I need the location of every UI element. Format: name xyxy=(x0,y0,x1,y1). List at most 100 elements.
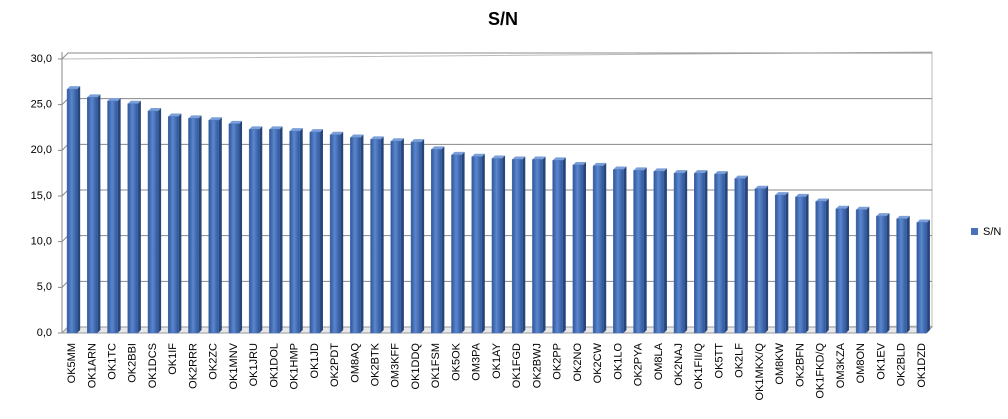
x-tick-label: OK1TC xyxy=(106,343,118,380)
bar-side xyxy=(704,170,708,333)
bar-side xyxy=(805,193,809,333)
bar-top xyxy=(188,115,202,119)
legend-swatch xyxy=(971,228,978,235)
bar-side xyxy=(218,117,222,334)
bar xyxy=(633,170,644,334)
x-tick-label: OM8LA xyxy=(653,342,665,380)
bar-top xyxy=(289,128,303,132)
bar xyxy=(87,97,98,334)
y-tick-label: 5,0 xyxy=(37,281,52,293)
bar xyxy=(795,196,806,334)
x-tick-label: OK2LF xyxy=(734,343,746,378)
bar-side xyxy=(198,115,202,333)
bar-top xyxy=(552,157,566,161)
x-tick-label: OK1MKX/Q xyxy=(754,343,766,401)
bar-top xyxy=(856,206,870,210)
bar-top xyxy=(593,162,607,166)
bar-side xyxy=(623,166,627,333)
bar xyxy=(370,139,381,334)
bar-side xyxy=(421,139,425,333)
bar-top xyxy=(734,175,748,179)
x-tick-label: OK2ZC xyxy=(208,343,220,380)
bar xyxy=(66,88,78,334)
bar-top xyxy=(208,117,222,121)
bar-top xyxy=(775,192,789,196)
x-tick-label: OK1AY xyxy=(491,342,503,379)
x-tick-label: OK5MM xyxy=(66,343,78,383)
bar xyxy=(734,178,746,334)
x-tick-label: OK1FGD xyxy=(511,343,523,388)
y-tick-label: 25,0 xyxy=(31,99,52,111)
bar-top xyxy=(532,156,546,160)
bar-top xyxy=(795,193,809,197)
bar-side xyxy=(906,215,910,333)
bar xyxy=(653,171,665,334)
bar xyxy=(673,172,685,334)
bar-side xyxy=(846,205,850,333)
bar-side xyxy=(582,161,586,333)
x-tick-label: OM8AQ xyxy=(349,343,361,383)
y-tick-label: 0,0 xyxy=(37,327,52,339)
bar-top xyxy=(127,100,141,104)
bar xyxy=(896,218,907,334)
bar xyxy=(248,129,260,334)
bar-side xyxy=(97,94,101,333)
bar-top xyxy=(451,151,465,155)
bar-top xyxy=(491,155,506,159)
bar-side xyxy=(603,162,607,333)
bar-top xyxy=(512,156,526,160)
bar-top xyxy=(67,86,81,90)
x-tick-label: OK1LO xyxy=(612,343,624,380)
x-tick-label: OK2BTK xyxy=(370,342,382,386)
x-tick-label: OM3KFF xyxy=(390,343,402,388)
chart-title: S/N xyxy=(488,9,518,29)
bar-side xyxy=(239,120,243,333)
bar xyxy=(532,159,543,334)
bar-side xyxy=(926,219,930,333)
x-tick-label: OK2BWJ xyxy=(531,343,543,388)
bar xyxy=(228,123,240,334)
y-tick-label: 30,0 xyxy=(31,53,52,65)
bar xyxy=(107,100,118,334)
bar-top xyxy=(431,146,445,150)
bar xyxy=(754,188,766,334)
bar-side xyxy=(380,136,384,333)
bar xyxy=(350,137,361,334)
x-tick-label: OM3KZA xyxy=(835,342,847,388)
x-tick-label: OM8ON xyxy=(855,343,867,383)
bar-side xyxy=(643,167,647,333)
bar xyxy=(471,156,483,334)
x-tick-label: OK1JRU xyxy=(248,343,260,386)
x-tick-label: OK2NO xyxy=(572,343,584,382)
bar-side xyxy=(340,131,344,333)
bar xyxy=(188,118,199,334)
bar-side xyxy=(542,156,546,333)
x-tick-label: OK2NAJ xyxy=(673,343,685,386)
bar xyxy=(269,129,280,334)
bar-top xyxy=(330,131,344,135)
x-tick-label: OK1MNV xyxy=(228,342,240,389)
bar xyxy=(694,172,705,334)
bar-top xyxy=(309,129,323,133)
y-tick-label: 10,0 xyxy=(31,236,52,248)
legend-label: S/N xyxy=(983,226,1001,238)
bar xyxy=(309,131,321,334)
bar-top xyxy=(471,153,485,157)
x-tick-label: OK2BBI xyxy=(127,343,139,383)
bar xyxy=(552,160,564,334)
bar-side xyxy=(744,175,748,333)
bar-top xyxy=(876,213,890,217)
bar-side xyxy=(137,100,141,334)
bar-top xyxy=(613,166,627,170)
bar-top xyxy=(370,136,384,140)
bar-side xyxy=(765,185,769,333)
bar-top xyxy=(147,108,162,112)
bar-side xyxy=(259,126,263,334)
bar-top xyxy=(107,98,121,102)
x-tick-label: OK1FKD/Q xyxy=(815,343,827,399)
bar-top xyxy=(835,205,850,209)
bar xyxy=(815,201,827,334)
bar-top xyxy=(572,161,586,165)
bar xyxy=(876,215,887,334)
